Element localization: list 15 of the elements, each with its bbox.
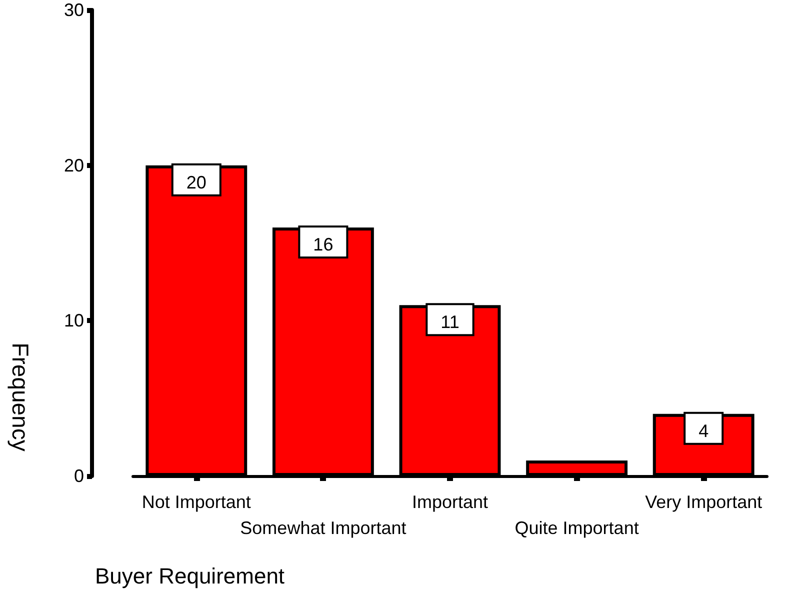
x-tick-label: Not Important bbox=[142, 492, 251, 512]
data-label: 4 bbox=[698, 420, 709, 441]
y-tick-label: 20 bbox=[64, 155, 84, 176]
x-axis-title: Buyer Requirement bbox=[95, 564, 285, 588]
data-label: 11 bbox=[440, 312, 460, 332]
y-axis-title: Frequency bbox=[8, 342, 34, 452]
x-tick-label: Quite Important bbox=[514, 518, 639, 538]
data-label: 20 bbox=[186, 172, 206, 192]
data-label: 16 bbox=[313, 234, 334, 254]
x-tick-label: Very Important bbox=[645, 492, 762, 512]
x-tick-label: Important bbox=[412, 492, 488, 512]
y-tick-label: 10 bbox=[64, 310, 84, 331]
y-tick-label: 30 bbox=[64, 0, 84, 20]
x-tick-label: Somewhat Important bbox=[240, 518, 406, 538]
y-tick-label: 0 bbox=[74, 466, 84, 486]
